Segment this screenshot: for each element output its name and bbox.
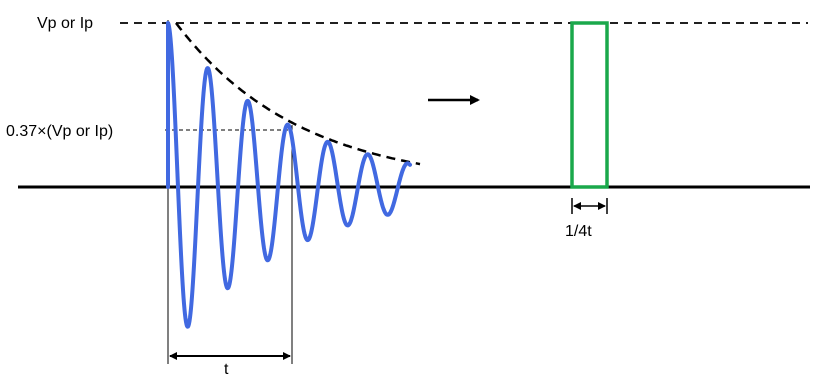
damped-oscillation-wave [166,21,412,329]
decay-envelope-curve [175,22,421,166]
equivalent-pulse-rectangle [570,21,609,189]
pulse-width-label: 1/4t [565,223,592,240]
period-label: t [224,361,229,374]
decay-label: 0.37×(Vp or Ip) [6,123,113,140]
peak-label: Vp or Ip [37,15,93,32]
